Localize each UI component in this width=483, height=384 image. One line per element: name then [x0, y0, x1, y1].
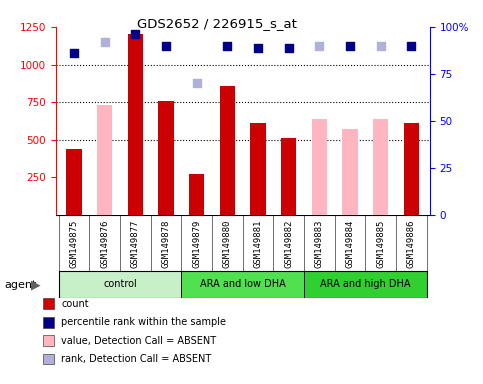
- Text: GSM149881: GSM149881: [254, 220, 263, 268]
- Bar: [342, 129, 358, 215]
- Bar: [158, 101, 174, 215]
- Point: [315, 43, 323, 49]
- Bar: [373, 119, 388, 215]
- Text: count: count: [61, 299, 89, 309]
- Bar: [404, 123, 419, 215]
- Point: [285, 45, 293, 51]
- Text: GSM149879: GSM149879: [192, 220, 201, 268]
- Point: [377, 43, 384, 49]
- Text: GSM149875: GSM149875: [70, 220, 78, 268]
- Bar: [128, 35, 143, 215]
- Bar: [58, 271, 181, 298]
- Text: control: control: [103, 279, 137, 289]
- Point: [346, 43, 354, 49]
- Text: agent: agent: [5, 280, 37, 290]
- Point: [70, 50, 78, 56]
- Bar: [97, 105, 113, 215]
- Text: GSM149876: GSM149876: [100, 220, 109, 268]
- Text: GSM149882: GSM149882: [284, 220, 293, 268]
- Text: ▶: ▶: [31, 278, 41, 291]
- Bar: [181, 271, 304, 298]
- Text: GSM149880: GSM149880: [223, 220, 232, 268]
- Bar: [250, 123, 266, 215]
- Text: GSM149878: GSM149878: [161, 220, 170, 268]
- Text: rank, Detection Call = ABSENT: rank, Detection Call = ABSENT: [61, 354, 212, 364]
- Point: [193, 80, 200, 86]
- Bar: [66, 149, 82, 215]
- Bar: [220, 86, 235, 215]
- Text: GDS2652 / 226915_s_at: GDS2652 / 226915_s_at: [137, 17, 298, 30]
- Bar: [281, 138, 297, 215]
- Point: [131, 31, 139, 38]
- Bar: [304, 271, 427, 298]
- Text: ARA and high DHA: ARA and high DHA: [320, 279, 411, 289]
- Text: GSM149877: GSM149877: [131, 220, 140, 268]
- Point: [224, 43, 231, 49]
- Text: GSM149883: GSM149883: [315, 220, 324, 268]
- Point: [101, 39, 109, 45]
- Text: ARA and low DHA: ARA and low DHA: [200, 279, 285, 289]
- Text: value, Detection Call = ABSENT: value, Detection Call = ABSENT: [61, 336, 216, 346]
- Point: [254, 45, 262, 51]
- Text: GSM149885: GSM149885: [376, 220, 385, 268]
- Point: [408, 43, 415, 49]
- Text: GSM149886: GSM149886: [407, 220, 416, 268]
- Text: percentile rank within the sample: percentile rank within the sample: [61, 317, 227, 327]
- Bar: [189, 174, 204, 215]
- Point: [162, 43, 170, 49]
- Text: GSM149884: GSM149884: [346, 220, 355, 268]
- Bar: [312, 119, 327, 215]
